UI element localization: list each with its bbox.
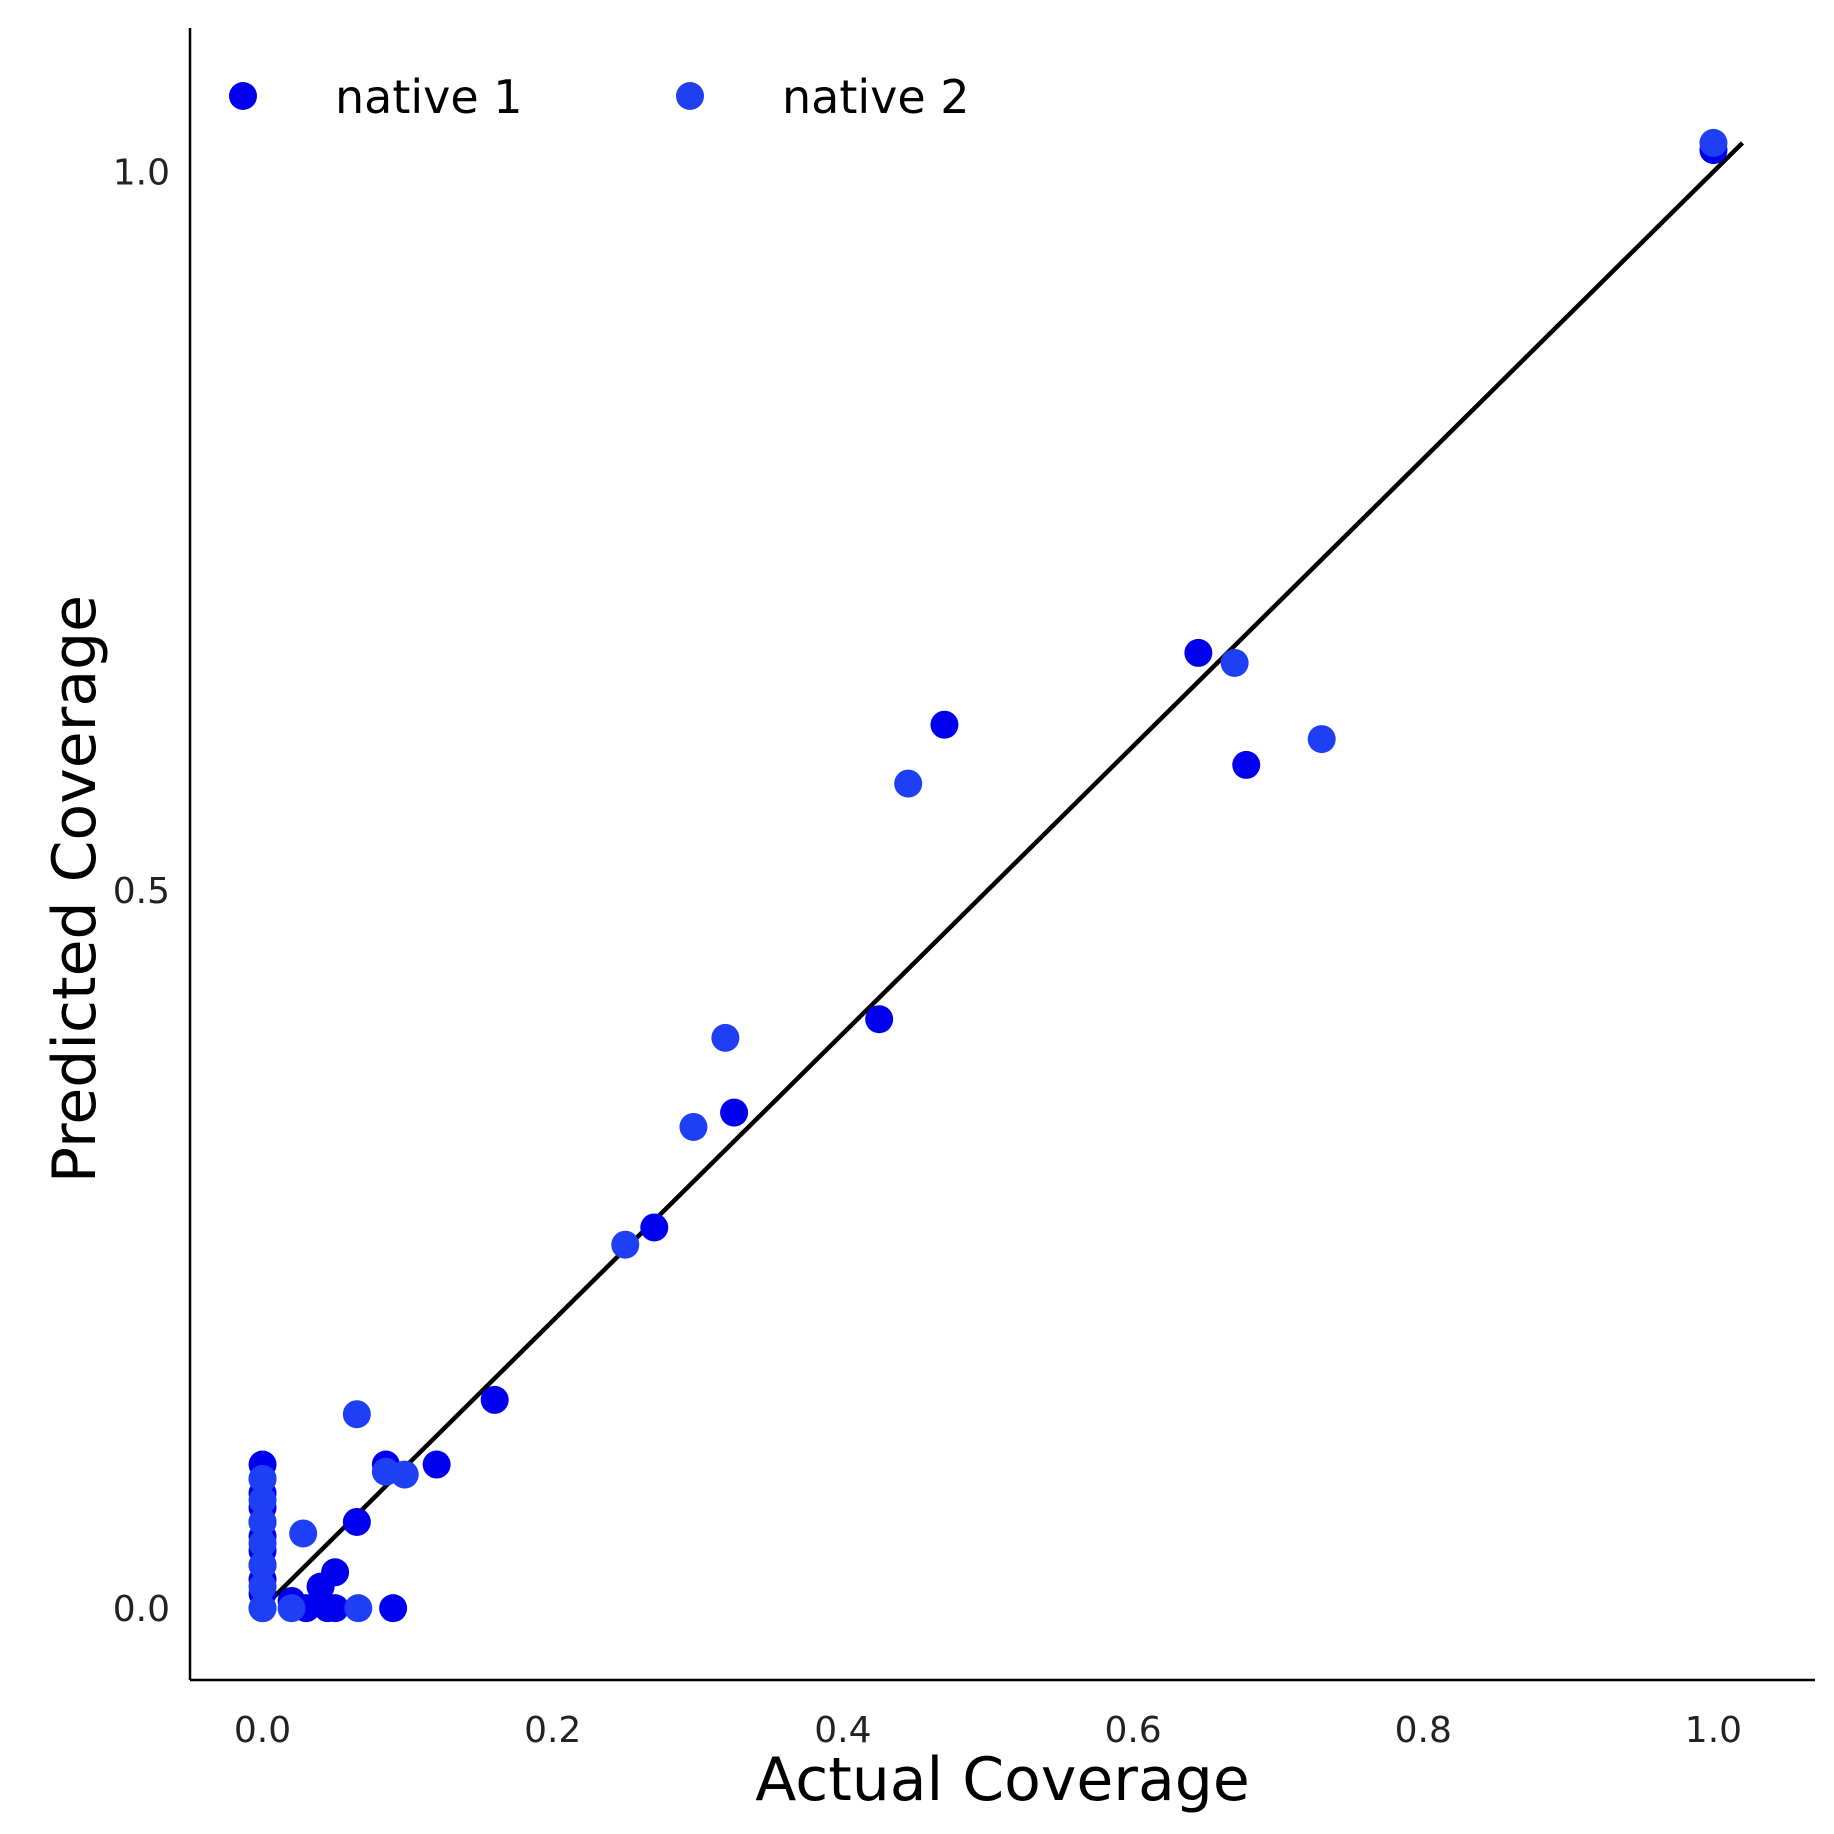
data-point-series-2 bbox=[248, 1486, 277, 1515]
x-tick-label: 0.2 bbox=[524, 1710, 581, 1751]
data-point-series-2 bbox=[679, 1112, 708, 1141]
y-tick-label: 0.5 bbox=[113, 871, 170, 912]
data-point-series-2 bbox=[611, 1230, 640, 1259]
data-point-series-1 bbox=[865, 1005, 894, 1034]
x-tick-label: 0.8 bbox=[1395, 1710, 1452, 1751]
data-points-layer bbox=[248, 128, 1728, 1623]
x-tick-label: 1.0 bbox=[1685, 1710, 1742, 1751]
x-tick-label: 0.4 bbox=[814, 1710, 871, 1751]
axes-layer bbox=[188, 28, 1815, 1682]
data-point-series-1 bbox=[379, 1594, 408, 1623]
data-point-series-1 bbox=[422, 1450, 451, 1479]
legend-marker-native-1 bbox=[229, 82, 257, 110]
reference-line-layer bbox=[260, 141, 1745, 1610]
data-point-series-2 bbox=[248, 1551, 277, 1580]
data-point-series-1 bbox=[321, 1558, 350, 1587]
data-point-series-2 bbox=[248, 1572, 277, 1601]
data-point-series-1 bbox=[1232, 750, 1261, 779]
x-tick-label: 0.0 bbox=[234, 1710, 291, 1751]
data-point-series-1 bbox=[480, 1385, 509, 1414]
data-point-series-2 bbox=[1307, 725, 1336, 754]
data-point-series-2 bbox=[248, 1507, 277, 1536]
data-point-series-1 bbox=[640, 1213, 669, 1242]
data-point-series-2 bbox=[1699, 128, 1728, 157]
legend-label-native-1: native 1 bbox=[335, 70, 523, 124]
y-tick-label: 0.0 bbox=[113, 1589, 170, 1630]
data-point-series-2 bbox=[342, 1400, 371, 1429]
y-axis-label: Predicted Coverage bbox=[40, 595, 110, 1183]
data-point-series-2 bbox=[277, 1594, 306, 1623]
data-point-series-1 bbox=[930, 710, 959, 739]
y-tick-label: 1.0 bbox=[113, 153, 170, 194]
legend-label-native-2: native 2 bbox=[782, 70, 970, 124]
data-point-series-1 bbox=[720, 1098, 749, 1127]
data-point-series-2 bbox=[248, 1464, 277, 1493]
data-point-series-2 bbox=[711, 1023, 740, 1052]
data-point-series-2 bbox=[390, 1460, 419, 1489]
x-axis-label: Actual Coverage bbox=[755, 1745, 1250, 1815]
data-point-series-2 bbox=[248, 1529, 277, 1558]
legend-marker-native-2 bbox=[676, 82, 704, 110]
data-point-series-1 bbox=[342, 1507, 371, 1536]
tick-labels-layer: 0.0 0.2 0.4 0.6 0.8 1.0 0.0 0.5 1.0 bbox=[113, 153, 1742, 1751]
data-point-series-2 bbox=[894, 769, 923, 798]
data-point-series-2 bbox=[289, 1519, 318, 1548]
reference-line bbox=[260, 141, 1745, 1610]
data-point-series-1 bbox=[321, 1594, 350, 1623]
data-point-series-2 bbox=[344, 1594, 373, 1623]
data-point-series-2 bbox=[1220, 648, 1249, 677]
data-point-series-2 bbox=[248, 1594, 277, 1623]
data-point-series-1 bbox=[1184, 638, 1213, 667]
x-tick-label: 0.6 bbox=[1104, 1710, 1161, 1751]
legend: native 1 native 2 bbox=[229, 70, 970, 124]
